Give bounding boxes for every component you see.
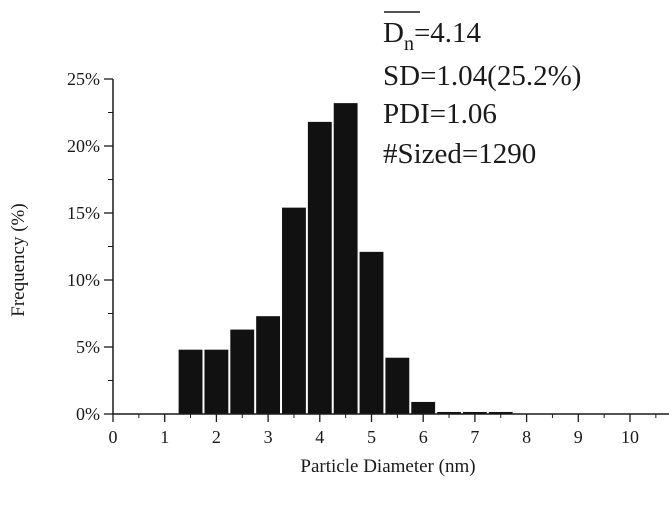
histogram-bar: [488, 411, 513, 414]
x-tick-label: 7: [470, 427, 479, 447]
mean-diameter-symbol: D: [383, 17, 404, 49]
x-tick-label: 3: [264, 427, 273, 447]
mean-diameter-annotation: Dn=4.14: [383, 17, 482, 55]
x-tick-label: 2: [212, 427, 221, 447]
histogram-bar: [307, 121, 332, 414]
x-tick-label: 9: [574, 427, 583, 447]
histogram-bar: [204, 349, 229, 414]
mean-diameter-subscript: n: [404, 33, 414, 55]
histogram-bar: [462, 411, 487, 414]
x-tick-label: 6: [419, 427, 428, 447]
x-axis-label: Particle Diameter (nm): [300, 456, 475, 477]
y-tick-label: 5%: [76, 337, 100, 357]
histogram-bar: [385, 357, 410, 414]
x-tick-label: 8: [522, 427, 531, 447]
y-tick-label: 10%: [67, 270, 100, 290]
x-tick-label: 5: [367, 427, 376, 447]
x-tick-label: 4: [315, 427, 324, 447]
y-tick-label: 0%: [76, 404, 100, 424]
histogram-bar: [411, 401, 436, 414]
histogram-bar: [256, 316, 281, 414]
y-axis-ticks: 0% 5% 10% 15% 20% 25%: [67, 69, 113, 424]
y-tick-label: 25%: [67, 69, 100, 89]
histogram-bars: [178, 103, 513, 415]
histogram-bar: [437, 411, 461, 414]
x-axis-ticks: 0 1 2 3 4 5 6 7 8 9 10: [109, 414, 657, 447]
x-tick-label: 10: [621, 427, 639, 447]
statistics-annotation: Dn=4.14 SD=1.04(25.2%) PDI=1.06 #Sized=1…: [383, 11, 581, 170]
histogram-bar: [230, 329, 255, 414]
histogram-bar: [333, 103, 358, 415]
histogram-bar: [359, 251, 384, 414]
x-tick-label: 0: [109, 427, 118, 447]
x-tick-label: 1: [160, 427, 169, 447]
histogram-bar: [178, 349, 203, 414]
y-axis-label: Frequency (%): [8, 203, 29, 316]
pdi-annotation: PDI=1.06: [383, 98, 497, 130]
y-tick-label: 15%: [67, 203, 100, 223]
y-tick-label: 20%: [67, 136, 100, 156]
mean-diameter-value: =4.14: [414, 17, 482, 49]
sd-annotation: SD=1.04(25.2%): [383, 60, 581, 92]
histogram-bar: [282, 207, 306, 414]
sized-count-annotation: #Sized=1290: [383, 138, 536, 170]
